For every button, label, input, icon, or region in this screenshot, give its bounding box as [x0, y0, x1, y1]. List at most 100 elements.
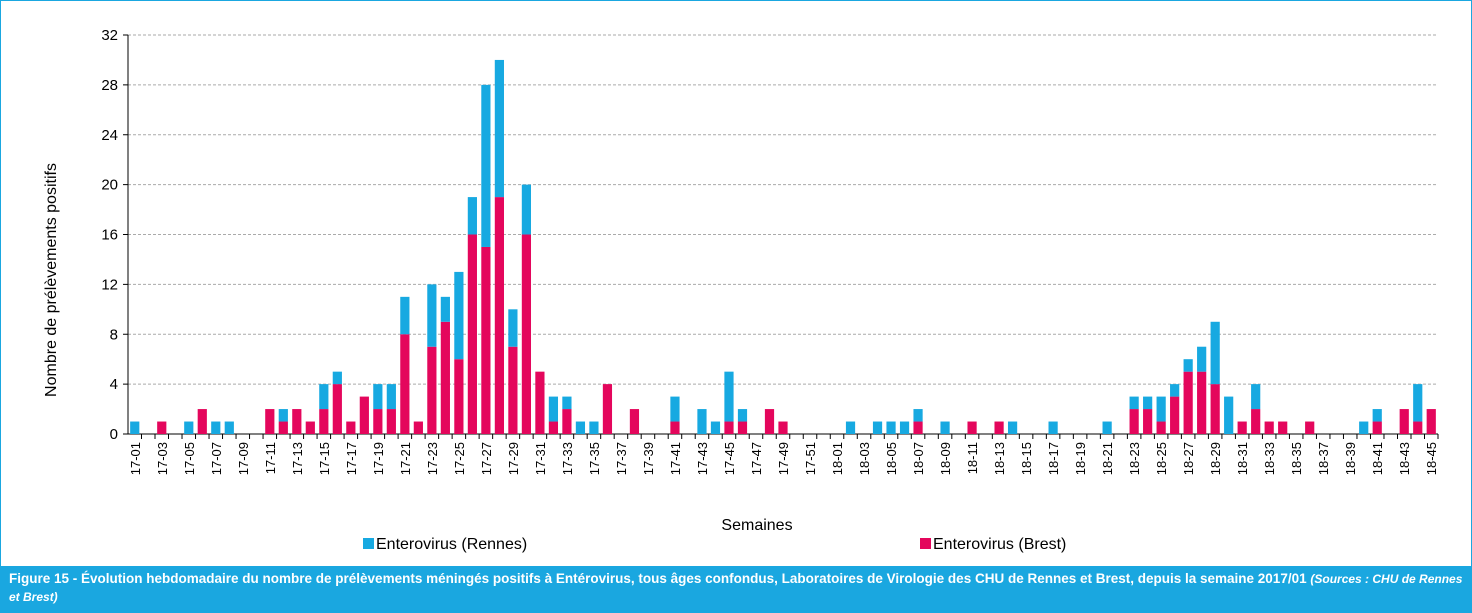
bar [1129, 396, 1139, 410]
x-tick-label: 17-39 [641, 442, 656, 475]
bar [1183, 359, 1193, 372]
x-tick-label: 17-29 [506, 442, 521, 475]
bar [670, 396, 680, 422]
bar [400, 334, 410, 434]
bar [1305, 421, 1315, 434]
bar [548, 421, 559, 434]
bar [1413, 421, 1423, 434]
y-tick-label: 4 [110, 376, 118, 393]
x-tick-label: 17-11 [263, 442, 278, 474]
x-tick-label: 17-07 [209, 442, 224, 475]
bar [1129, 409, 1139, 434]
bar [1143, 409, 1153, 434]
y-tick-label: 32 [101, 27, 118, 44]
bar [1170, 396, 1180, 434]
bar [1372, 421, 1382, 434]
x-tick-label: 18-23 [1127, 442, 1142, 475]
y-tick-label: 16 [101, 227, 118, 244]
bar [508, 346, 518, 434]
bar [481, 246, 491, 434]
bar [265, 409, 275, 434]
bar [724, 421, 734, 434]
x-tick-label: 18-45 [1424, 442, 1439, 475]
bar [224, 421, 234, 434]
y-tick-label: 24 [101, 127, 118, 144]
bar [1359, 421, 1369, 434]
bar [130, 421, 140, 434]
bar [589, 421, 599, 434]
bar [332, 371, 342, 385]
bar [575, 421, 586, 434]
bar [1102, 421, 1112, 434]
bar [1426, 409, 1436, 434]
bar [670, 421, 680, 434]
bar [1413, 384, 1423, 422]
x-tick-label: 18-35 [1289, 442, 1304, 475]
bar [697, 409, 707, 434]
x-tick-label: 18-27 [1181, 442, 1196, 475]
x-tick-label: 17-37 [614, 442, 629, 475]
x-tick-label: 17-03 [155, 442, 170, 475]
bar [764, 409, 775, 434]
bar [278, 421, 288, 434]
y-axis-title: Nombre de prélèvements positifs [43, 163, 60, 397]
bar [440, 296, 450, 322]
legend-swatch [920, 538, 931, 549]
bar [184, 421, 194, 434]
legend-label: Enterovirus (Brest) [933, 536, 1066, 553]
bar [454, 271, 464, 360]
bar [1264, 421, 1274, 434]
caption-text: Figure 15 - Évolution hebdomadaire du no… [9, 571, 1307, 586]
x-tick-label: 18-01 [830, 442, 845, 475]
bar [1224, 396, 1234, 434]
x-tick-label: 18-29 [1208, 442, 1223, 475]
bar [386, 384, 396, 410]
bar [278, 409, 288, 422]
x-tick-label: 18-09 [938, 442, 953, 475]
bar [211, 421, 221, 434]
bar [548, 396, 559, 422]
bar [899, 421, 910, 434]
x-tick-label: 17-23 [425, 442, 440, 475]
y-tick-label: 12 [101, 276, 118, 293]
bar [872, 421, 883, 434]
x-tick-label: 18-33 [1262, 442, 1277, 475]
x-tick-label: 17-01 [128, 442, 143, 475]
x-tick-label: 17-31 [533, 442, 548, 475]
bar [994, 421, 1004, 434]
bar [494, 197, 504, 434]
bar [1210, 384, 1220, 434]
caption: Figure 15 - Évolution hebdomadaire du no… [1, 566, 1471, 612]
bar [724, 371, 734, 422]
bar [427, 346, 437, 434]
bar [521, 184, 532, 235]
x-tick-label: 17-47 [749, 442, 764, 475]
x-tick-label: 18-19 [1073, 442, 1088, 475]
x-tick-label: 18-43 [1397, 442, 1412, 475]
x-tick-label: 17-09 [236, 442, 251, 475]
x-tick-label: 18-37 [1316, 442, 1331, 475]
chart: Semaines Nombre de prélèvements positifs… [43, 27, 1439, 553]
bar [1210, 321, 1220, 385]
bar [737, 421, 748, 434]
bar [1156, 396, 1166, 422]
x-tick-label: 17-19 [371, 442, 386, 475]
x-tick-label: 17-17 [344, 442, 359, 475]
bar [1183, 371, 1193, 434]
bar [562, 409, 572, 434]
bar [292, 409, 302, 434]
x-tick-label: 17-13 [290, 442, 305, 475]
x-tick-label: 17-43 [695, 442, 710, 475]
bar [508, 309, 518, 347]
x-tick-label: 17-45 [722, 442, 737, 475]
bar [359, 396, 369, 434]
bar [481, 84, 491, 247]
x-tick-label: 18-25 [1154, 442, 1169, 475]
bar [157, 421, 167, 434]
x-tick-label: 18-13 [992, 442, 1007, 475]
x-tick-label: 18-17 [1046, 442, 1061, 475]
bar [1156, 421, 1166, 434]
x-tick-label: 18-03 [857, 442, 872, 475]
bar [373, 384, 383, 410]
x-tick-label: 18-05 [884, 442, 899, 475]
